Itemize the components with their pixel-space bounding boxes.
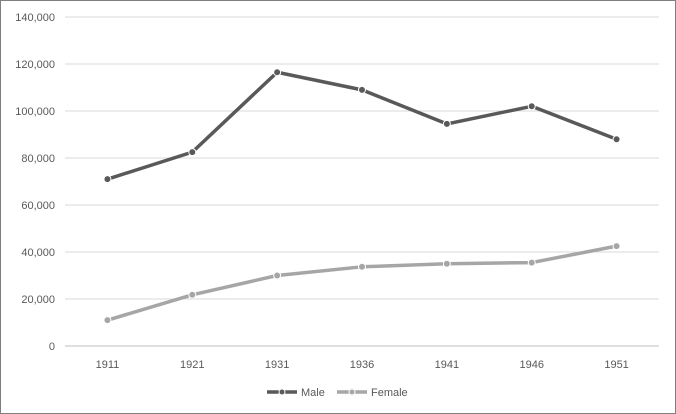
x-tick-label: 1946 bbox=[519, 359, 543, 371]
y-tick-label: 20,000 bbox=[21, 294, 55, 306]
data-point-male bbox=[103, 175, 112, 184]
x-tick-label: 1936 bbox=[350, 359, 374, 371]
x-tick-label: 1921 bbox=[180, 359, 204, 371]
data-point-male bbox=[527, 102, 536, 111]
legend-label-female: Female bbox=[371, 387, 408, 399]
x-tick-label: 1911 bbox=[96, 359, 120, 371]
data-point-male bbox=[612, 135, 621, 144]
data-point-male bbox=[273, 68, 282, 77]
data-point-male bbox=[358, 85, 366, 94]
data-point-male bbox=[188, 148, 197, 157]
x-axis-ticks: 1911 1921 1931 1936 1941 1946 1951 bbox=[96, 359, 629, 371]
y-tick-label: 100,000 bbox=[15, 106, 55, 118]
y-tick-label: 60,000 bbox=[21, 200, 55, 212]
data-point-female bbox=[103, 316, 112, 325]
x-tick-label: 1951 bbox=[604, 359, 628, 371]
y-axis-ticks: 0 20,000 40,000 60,000 80,000 100,000 120,000 1… bbox=[15, 12, 55, 353]
x-tick-label: 1931 bbox=[265, 359, 289, 371]
y-tick-label: 80,000 bbox=[21, 153, 55, 165]
legend-marker-female bbox=[348, 388, 356, 396]
series-lines bbox=[105, 70, 619, 322]
data-point-female bbox=[188, 290, 197, 299]
y-tick-label: 140,000 bbox=[15, 12, 55, 24]
data-point-female bbox=[527, 258, 536, 267]
legend-label-male: Male bbox=[301, 387, 325, 399]
legend: Male Female bbox=[267, 387, 408, 399]
legend-marker-male bbox=[278, 388, 286, 396]
y-tick-label: 0 bbox=[49, 341, 55, 353]
data-point-female bbox=[442, 259, 451, 268]
data-point-female bbox=[358, 262, 366, 271]
x-tick-label: 1941 bbox=[435, 359, 459, 371]
series-line-female bbox=[105, 244, 619, 322]
data-point-female bbox=[273, 271, 282, 280]
data-point-male bbox=[442, 119, 451, 128]
gridlines bbox=[65, 16, 659, 347]
data-point-female bbox=[612, 242, 621, 251]
y-tick-label: 120,000 bbox=[15, 59, 55, 71]
series-points bbox=[103, 68, 621, 325]
y-tick-label: 40,000 bbox=[21, 247, 55, 259]
